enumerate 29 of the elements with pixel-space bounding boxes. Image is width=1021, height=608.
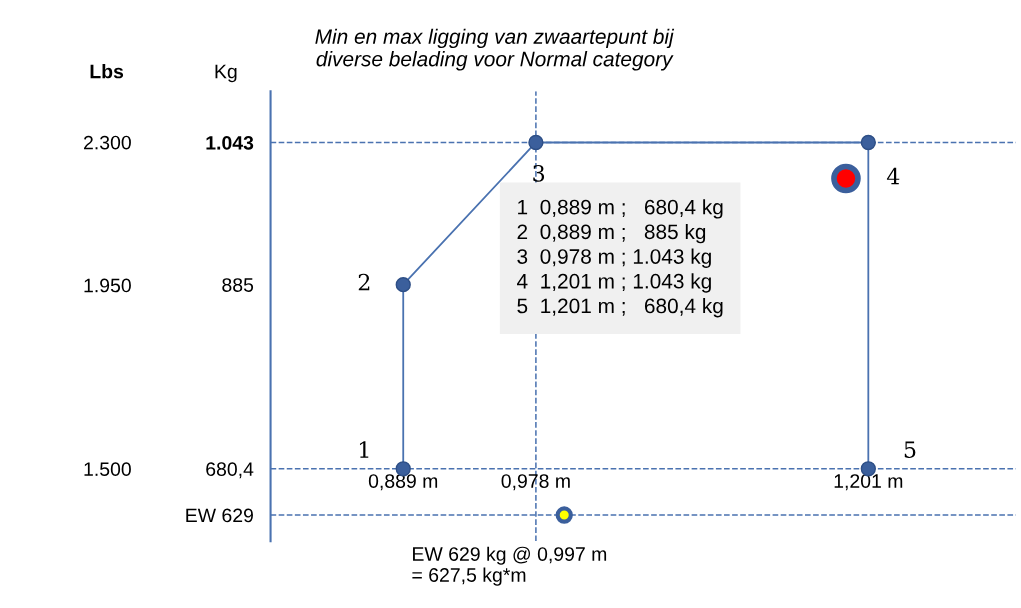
y2-tick-label: 2.300: [84, 135, 131, 150]
chart-title: Min en max ligging van zwaartepunt bij diverse belading voor Normal category: [315, 28, 675, 71]
point: [528, 134, 544, 151]
y-axis-title: Kg: [215, 64, 237, 83]
annotation: 4 1,201 m ; 1.043 kg: [517, 273, 711, 293]
annotation: 2: [358, 273, 370, 291]
y-tick-label: 680,4: [206, 462, 254, 479]
annotation: 5: [904, 441, 916, 458]
y-tick-label: 885: [222, 278, 254, 292]
annotation: EW 629 kg @ 0,997 m = 627,5 kg*m: [412, 546, 607, 586]
annotation: 5 1,201 m ; 680,4 kg: [517, 298, 723, 318]
point: [395, 277, 411, 293]
y2-axis-title: Lbs: [90, 64, 124, 79]
annotation: 4: [886, 167, 900, 185]
point: [860, 134, 876, 151]
annotation: 1: [359, 441, 369, 458]
x-tick-label: 0,978 m: [501, 474, 570, 491]
annotation: 3: [533, 164, 545, 182]
y-tick-label: 1.043: [206, 135, 254, 150]
point: [831, 163, 861, 194]
annotation: 3 0,978 m ; 1.043 kg: [517, 248, 711, 269]
x-tick-label: 1,201 m: [834, 474, 903, 491]
y-tick-label: EW 629: [186, 508, 253, 523]
x-tick-label: 0,889 m: [368, 474, 438, 491]
annotation: 2 0,889 m ; 885 kg: [517, 223, 706, 244]
point: [555, 506, 573, 524]
y2-tick-label: 1.950: [84, 278, 131, 293]
y2-tick-label: 1.500: [84, 462, 131, 477]
annotation: 1 0,889 m ; 680,4 kg: [518, 199, 723, 219]
